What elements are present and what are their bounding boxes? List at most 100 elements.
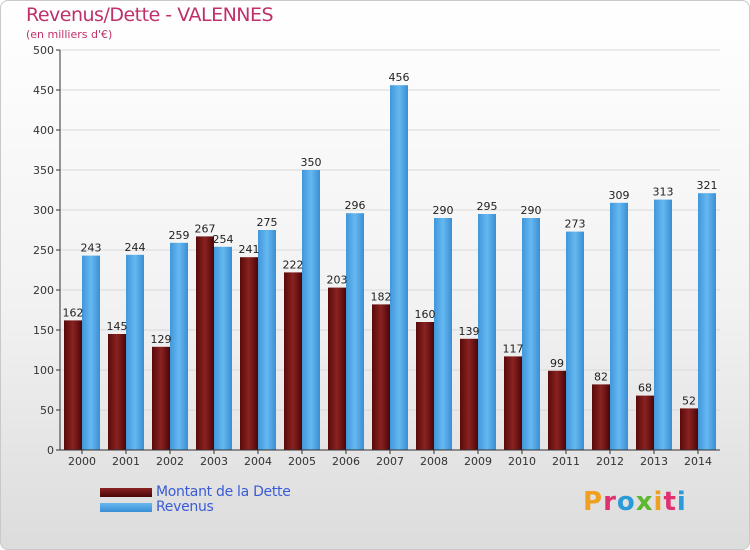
data-label-dette: 82 xyxy=(594,370,608,383)
y-tick-label: 150 xyxy=(33,324,54,337)
data-label-dette: 203 xyxy=(327,274,348,287)
data-label-revenus: 313 xyxy=(653,186,674,199)
bar-revenus xyxy=(390,85,408,450)
logo-letter: x xyxy=(635,487,654,517)
y-tick-label: 100 xyxy=(33,364,54,377)
logo-letter: P xyxy=(583,487,604,517)
data-label-dette: 267 xyxy=(195,222,216,235)
legend-label-revenus: Revenus xyxy=(156,499,214,515)
bar-revenus xyxy=(346,213,364,450)
bar-dette xyxy=(328,287,346,450)
bar-dette xyxy=(108,334,126,450)
bar-dette xyxy=(636,395,654,450)
data-label-dette: 99 xyxy=(550,357,564,370)
data-label-revenus: 295 xyxy=(477,200,498,213)
bar-revenus xyxy=(82,255,100,450)
logo-letter: o xyxy=(616,487,636,517)
data-label-revenus: 244 xyxy=(125,241,146,254)
data-label-revenus: 296 xyxy=(345,199,366,212)
data-label-dette: 139 xyxy=(459,325,480,338)
bar-dette xyxy=(64,320,82,450)
data-label-dette: 222 xyxy=(283,258,304,271)
bar-revenus xyxy=(698,193,716,450)
bar-dette xyxy=(416,322,434,450)
x-tick-label: 2012 xyxy=(596,455,624,468)
bar-revenus xyxy=(610,202,628,450)
data-label-revenus: 350 xyxy=(301,156,322,169)
x-tick-label: 2007 xyxy=(376,455,404,468)
bar-dette xyxy=(240,257,258,450)
data-label-dette: 68 xyxy=(638,382,652,395)
y-tick-label: 500 xyxy=(33,44,54,57)
bar-revenus xyxy=(654,199,672,450)
bar-revenus xyxy=(258,230,276,450)
data-label-dette: 182 xyxy=(371,290,392,303)
bar-dette xyxy=(548,370,566,450)
y-tick-label: 350 xyxy=(33,164,54,177)
logo-letter: t xyxy=(663,487,677,517)
x-tick-label: 2002 xyxy=(156,455,184,468)
chart-subtitle: (en milliers d'€) xyxy=(26,28,113,41)
bar-revenus xyxy=(478,214,496,450)
data-label-dette: 129 xyxy=(151,333,172,346)
legend-swatch-revenus xyxy=(100,503,152,512)
bar-dette xyxy=(284,272,302,450)
bar-revenus xyxy=(566,231,584,450)
data-label-dette: 145 xyxy=(107,320,128,333)
bar-dette xyxy=(592,384,610,450)
data-label-dette: 160 xyxy=(415,308,436,321)
y-tick-label: 50 xyxy=(40,404,54,417)
x-tick-label: 2011 xyxy=(552,455,580,468)
data-label-revenus: 309 xyxy=(609,189,630,202)
data-label-dette: 52 xyxy=(682,394,696,407)
y-tick-label: 450 xyxy=(33,84,54,97)
data-label-revenus: 254 xyxy=(213,233,234,246)
x-tick-label: 2008 xyxy=(420,455,448,468)
bar-dette xyxy=(460,338,478,450)
bar-dette xyxy=(372,304,390,450)
data-label-revenus: 259 xyxy=(169,229,190,242)
bar-revenus xyxy=(302,170,320,450)
bar-dette xyxy=(680,408,698,450)
x-tick-label: 2001 xyxy=(112,455,140,468)
legend-swatch-dette xyxy=(100,488,152,497)
logo-letter: i xyxy=(676,487,687,517)
bar-dette xyxy=(152,346,170,450)
x-tick-label: 2014 xyxy=(684,455,712,468)
proxiti-logo: Proxiti xyxy=(583,487,687,517)
data-label-revenus: 290 xyxy=(433,204,454,217)
data-label-revenus: 273 xyxy=(565,218,586,231)
bar-revenus xyxy=(126,254,144,450)
x-tick-label: 2006 xyxy=(332,455,360,468)
data-label-revenus: 456 xyxy=(389,71,410,84)
y-tick-label: 0 xyxy=(47,444,54,457)
data-label-dette: 117 xyxy=(503,342,524,355)
bars xyxy=(64,85,716,450)
logo-letter: r xyxy=(603,487,617,517)
bar-dette xyxy=(504,356,522,450)
x-tick-label: 2013 xyxy=(640,455,668,468)
y-tick-label: 250 xyxy=(33,244,54,257)
data-label-revenus: 290 xyxy=(521,204,542,217)
x-tick-label: 2004 xyxy=(244,455,272,468)
legend-label-dette: Montant de la Dette xyxy=(156,484,291,500)
y-tick-label: 200 xyxy=(33,284,54,297)
x-tick-label: 2003 xyxy=(200,455,228,468)
y-tick-label: 400 xyxy=(33,124,54,137)
data-label-revenus: 275 xyxy=(257,216,278,229)
data-label-revenus: 321 xyxy=(697,179,718,192)
bar-dette xyxy=(196,236,214,450)
data-label-revenus: 243 xyxy=(81,242,102,255)
x-tick-label: 2000 xyxy=(68,455,96,468)
x-tick-label: 2009 xyxy=(464,455,492,468)
x-axis-ticks: 2000 2001 2002 2003 2004 2005 2006 2007 2008 2009… xyxy=(68,450,712,468)
logo-letter: i xyxy=(653,487,664,517)
data-label-dette: 241 xyxy=(239,243,260,256)
x-tick-label: 2005 xyxy=(288,455,316,468)
bar-revenus xyxy=(170,242,188,450)
bar-revenus xyxy=(522,218,540,450)
chart-title: Revenus/Dette - VALENNES xyxy=(26,4,274,26)
data-label-dette: 162 xyxy=(63,306,84,319)
